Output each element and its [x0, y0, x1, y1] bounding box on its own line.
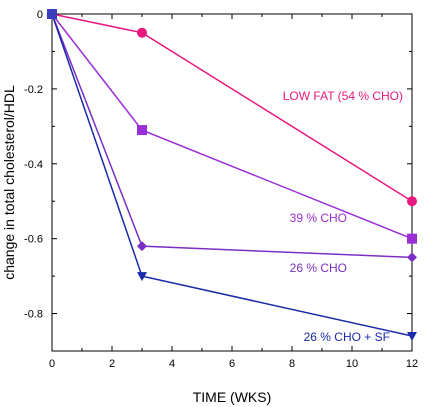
point-marker — [407, 252, 417, 263]
series-line — [51, 13, 413, 240]
series-label: LOW FAT (54 % CHO) — [283, 89, 403, 103]
y-tick-label: -0.2 — [24, 84, 43, 96]
point-marker — [137, 27, 147, 38]
series-label: 26 % CHO + SF — [304, 330, 390, 344]
series-line — [51, 13, 413, 259]
point-marker — [407, 332, 417, 342]
point-marker — [137, 272, 147, 282]
x-tick-label: 6 — [229, 358, 235, 370]
x-tick-label: 2 — [109, 358, 115, 370]
point-marker — [407, 233, 417, 244]
x-tick-label: 12 — [406, 358, 418, 370]
origin-marker — [47, 9, 57, 19]
x-tick-label: 8 — [289, 358, 295, 370]
series-label: 26 % CHO — [290, 261, 347, 275]
series-1: 39 % CHO — [51, 13, 417, 244]
plot-frame — [51, 13, 413, 352]
labels: TIME (WKS) change in total cholesterol/H… — [1, 85, 271, 405]
y-tick-label: -0.4 — [24, 159, 43, 171]
series-layer: LOW FAT (54 % CHO) 39 % CHO 26 % CHO 26 % C… — [47, 9, 417, 344]
series-3: 26 % CHO + SF — [51, 13, 417, 344]
x-tick-label: 0 — [49, 358, 55, 370]
y-tick-label: 0 — [37, 9, 43, 21]
point-marker — [137, 125, 147, 136]
series-label: 39 % CHO — [290, 211, 347, 225]
series-line — [51, 13, 413, 337]
series-0: LOW FAT (54 % CHO) — [51, 13, 417, 207]
point-marker — [137, 241, 147, 252]
axes: 0 2 4 6 8 10 12 0 -0.2 -0.4 -0.6 -0.8 — [24, 9, 418, 370]
x-axis-title: TIME (WKS) — [193, 389, 272, 405]
x-tick-label: 4 — [169, 358, 175, 370]
y-axis-title: change in total cholesterol/HDL — [1, 85, 17, 280]
y-tick-label: -0.6 — [24, 234, 43, 246]
x-tick-label: 10 — [346, 358, 358, 370]
series-2: 26 % CHO — [51, 13, 417, 275]
y-tick-label: -0.8 — [24, 309, 43, 321]
point-marker — [407, 196, 417, 207]
